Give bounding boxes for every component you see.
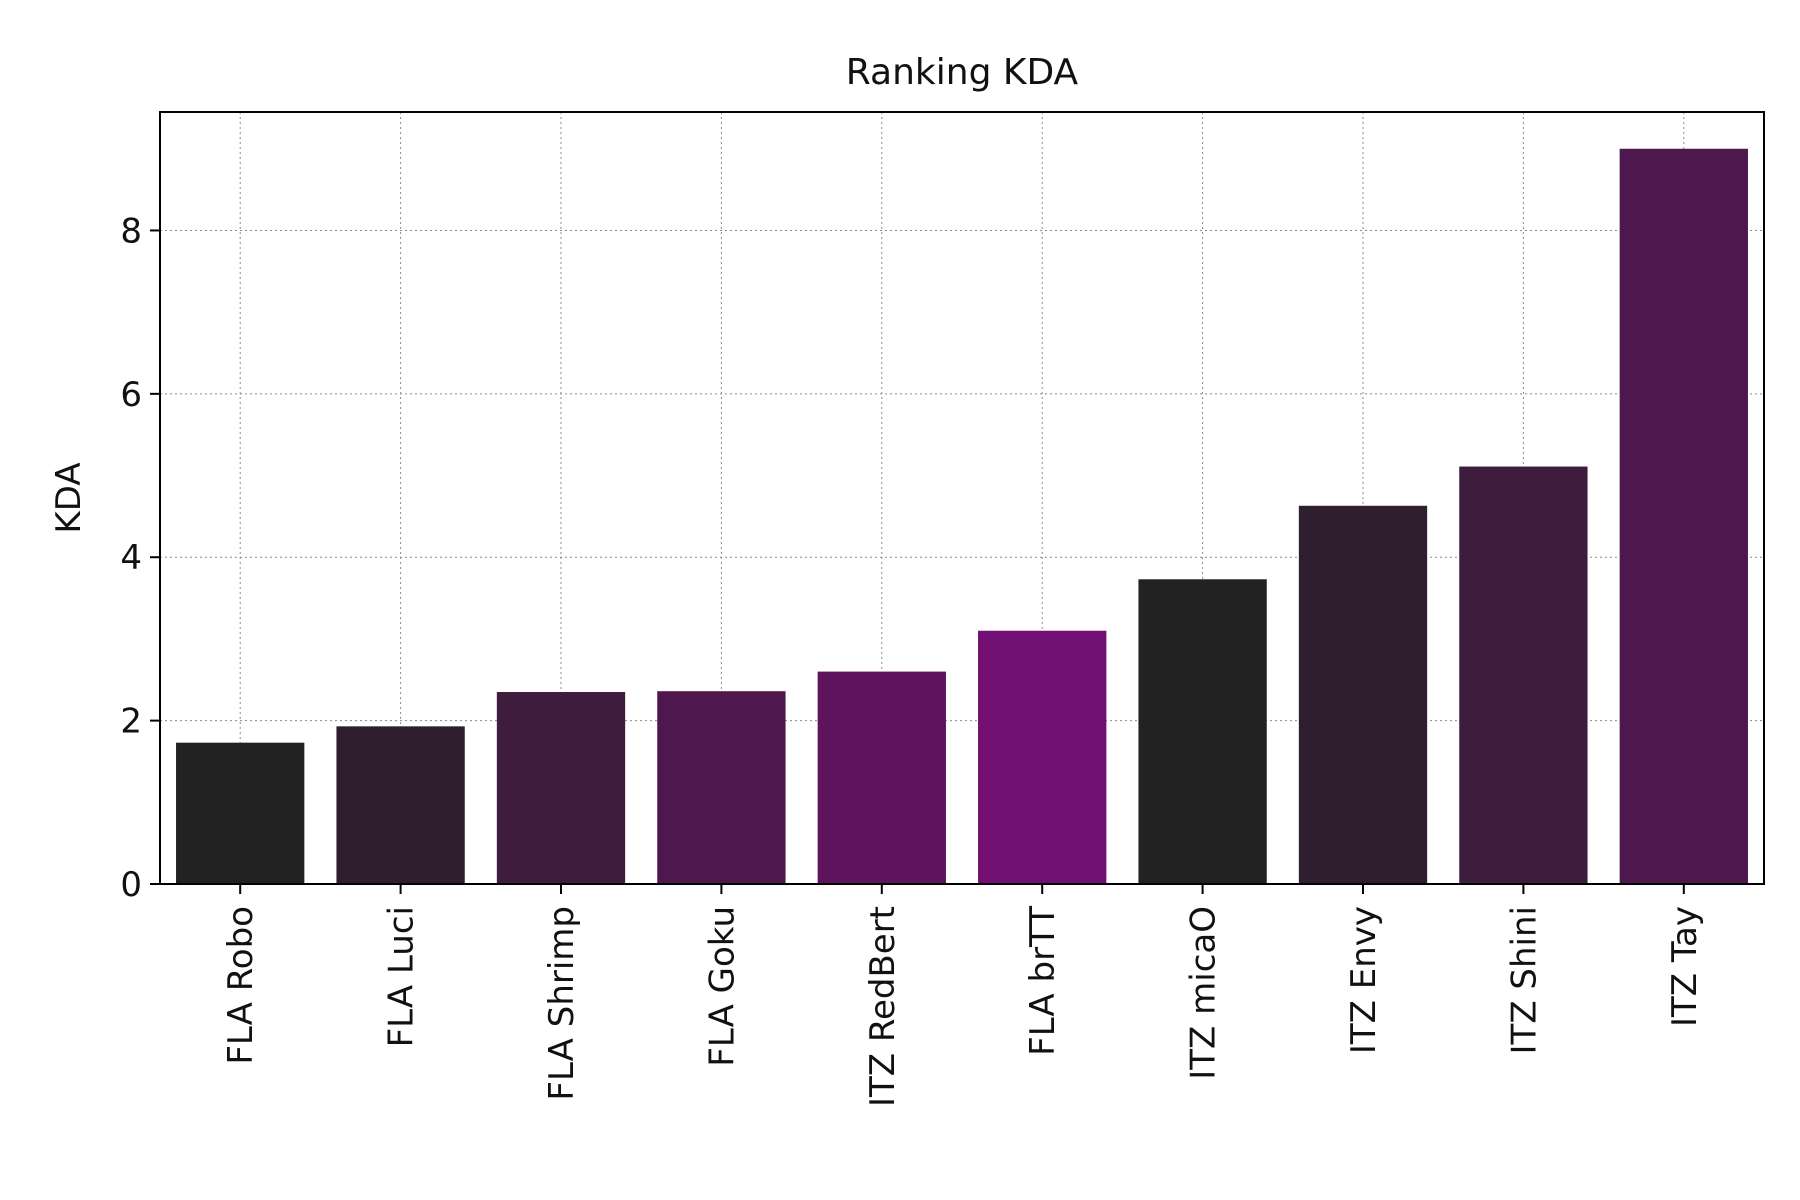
- x-tick-label: FLA Shrimp: [542, 906, 582, 1101]
- bar-itz-micao: [1138, 579, 1267, 884]
- bars: [176, 148, 1748, 884]
- bar-itz-envy: [1298, 505, 1428, 884]
- x-tick-label: ITZ Tay: [1665, 906, 1705, 1027]
- x-tick-label: ITZ RedBert: [863, 906, 903, 1107]
- bar-fla-goku: [657, 691, 786, 884]
- plot-frame: [159, 111, 1765, 885]
- x-tick-label: FLA Luci: [382, 906, 422, 1047]
- bar-itz-redbert: [817, 671, 946, 884]
- bar-itz-tay: [1619, 148, 1748, 884]
- bar-fla-robo: [176, 742, 305, 884]
- y-tick-label: 4: [120, 538, 142, 578]
- y-tick-label: 6: [120, 375, 142, 415]
- y-tick-label: 0: [120, 865, 142, 905]
- chart-title: Ranking KDA: [846, 52, 1079, 93]
- y-tick-label: 2: [120, 702, 142, 742]
- x-tick-label: FLA Goku: [702, 906, 742, 1067]
- x-tick-label: FLA brTT: [1023, 906, 1063, 1056]
- bar-fla-luci: [336, 726, 465, 884]
- bar-fla-shrimp: [496, 692, 626, 884]
- axis-ticks: 0 2 4 6 8 FLA Robo FLA Luci FLA Shrimp FLA Goku I…: [120, 211, 1704, 1107]
- y-tick-label: 8: [120, 211, 142, 251]
- bar-fla-brtt: [978, 630, 1107, 884]
- y-axis-label: KDA: [49, 462, 89, 533]
- x-tick-label: ITZ micaO: [1184, 906, 1224, 1080]
- x-tick-label: FLA Robo: [221, 906, 261, 1065]
- x-tick-label: ITZ Shini: [1504, 906, 1544, 1054]
- bar-itz-shini: [1459, 466, 1588, 884]
- x-tick-label: ITZ Envy: [1344, 906, 1384, 1054]
